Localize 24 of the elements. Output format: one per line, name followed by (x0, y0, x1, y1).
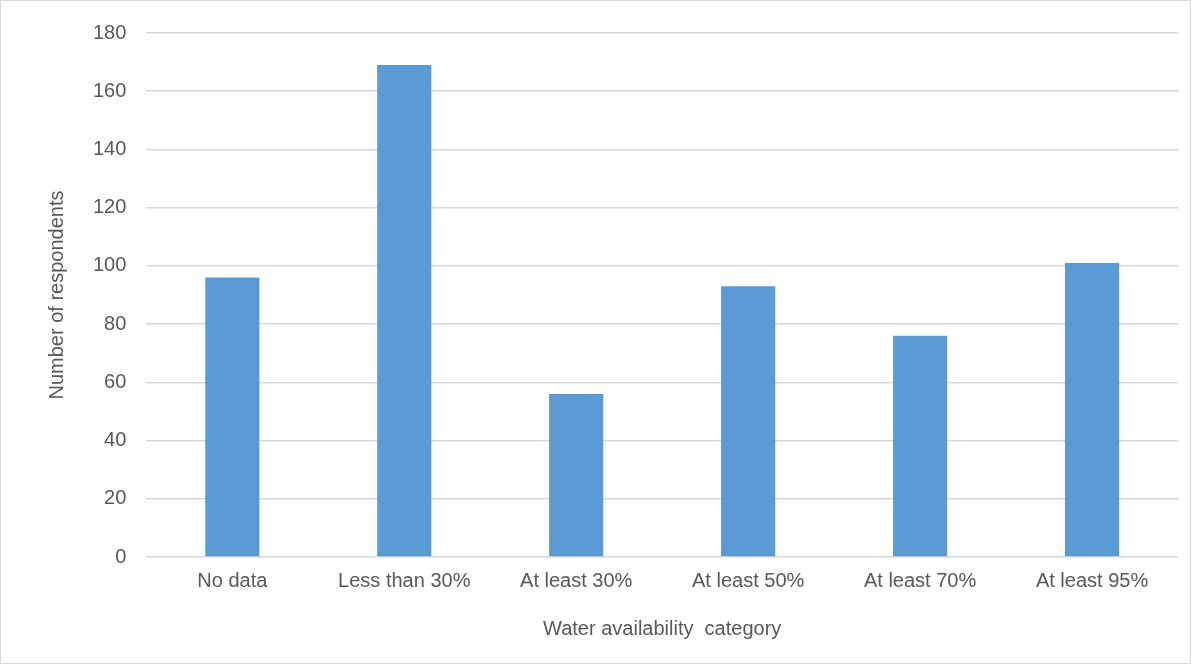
y-tick-label: 180 (92, 20, 127, 43)
x-axis-title: Water availability category (543, 616, 782, 639)
x-tick-label: At least 50% (692, 568, 805, 591)
x-tick-label: At least 95% (1035, 568, 1149, 591)
x-tick-label: Less than 30% (338, 568, 471, 591)
y-tick-label: 140 (92, 136, 127, 159)
y-tick-label: 100 (92, 253, 127, 276)
y-tick-label: 160 (92, 78, 127, 101)
x-tick-label: No data (197, 568, 269, 591)
bar (549, 393, 604, 557)
bar (721, 286, 776, 557)
x-tick-label: At least 70% (863, 568, 977, 591)
y-tick-label: 80 (104, 311, 127, 334)
y-axis-title: Number of respondents (44, 190, 67, 400)
y-tick-label: 40 (104, 428, 127, 451)
bar (893, 335, 948, 557)
bar (1064, 262, 1120, 557)
x-tick-label: At least 30% (520, 568, 633, 591)
y-tick-label: 0 (115, 544, 127, 567)
bar (205, 277, 260, 557)
bar (377, 65, 432, 557)
y-tick-label: 20 (104, 486, 127, 509)
y-tick-label: 60 (104, 369, 127, 392)
y-tick-label: 120 (92, 195, 127, 218)
